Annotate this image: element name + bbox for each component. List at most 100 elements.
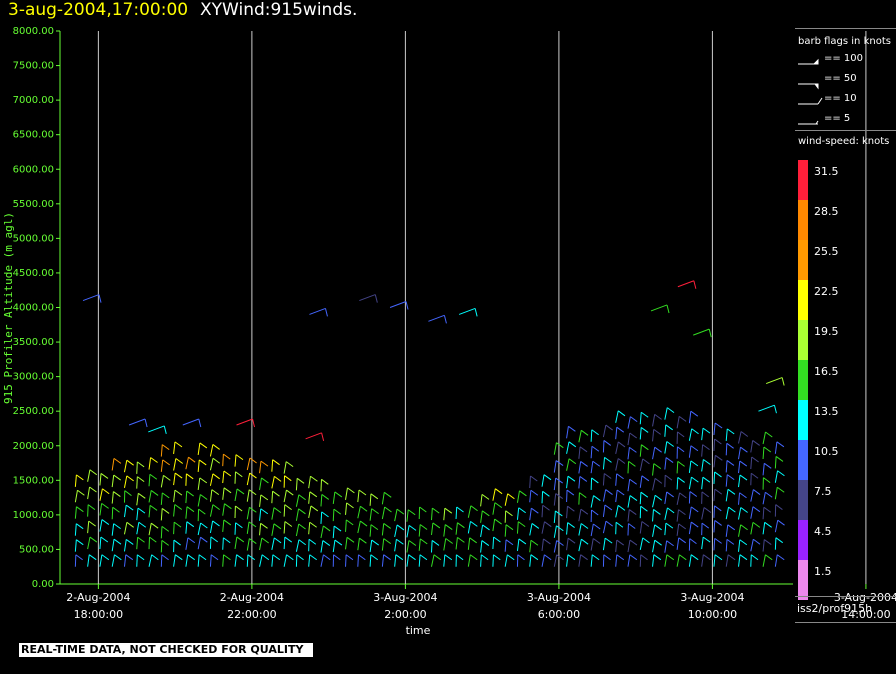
barb-staff [738,475,741,488]
barb-feather [274,475,282,482]
barb-feather [765,431,773,438]
barb-staff [234,522,237,535]
barb-feather [616,554,625,561]
barb-feather [76,506,84,513]
wind-barb [295,539,306,552]
barb-staff [590,461,594,474]
barb-feather [481,540,490,546]
wind-barb [627,478,637,492]
wind-barb [246,554,256,567]
wind-barb [664,441,675,454]
wind-barb [516,507,526,520]
barb-staff [467,554,471,567]
barb-feather [174,489,183,496]
wind-barb [123,554,134,567]
barb-feather [666,540,674,547]
barb-feather [763,477,771,484]
barb-feather [75,523,84,530]
wind-barb [308,505,319,519]
barb-feather [469,537,477,544]
barb-feather [628,509,637,515]
wind-barb [222,519,232,532]
barb-feather [113,474,121,481]
barb-feather [186,490,194,497]
barb-staff [529,508,532,521]
wind-barb [136,507,146,521]
colorbar-swatch [798,400,808,440]
barb-feather [77,489,85,496]
wind-barb [320,478,329,492]
barb-staff [676,477,679,490]
barb-staff [713,489,716,502]
barb-staff [148,554,153,567]
barb-feather [161,554,169,561]
wind-barb [209,457,221,471]
wind-barb [443,524,453,537]
wind-barb [160,444,170,457]
wind-barb [590,477,599,490]
x-tick-label-date: 3-Aug-2004 [834,591,896,604]
barb-feather [358,489,367,496]
barb-staff [676,461,679,474]
wind-barb [209,554,219,567]
colorbar-swatch [798,520,808,560]
wind-barb [74,539,84,552]
wind-barb [209,520,220,534]
wind-barbs [74,280,785,567]
barb-feather [665,522,674,529]
barb-staff [87,554,90,567]
barb-staff [99,473,102,486]
wind-barb [676,523,687,536]
barb-staff [774,487,778,500]
wind-barb [394,508,405,522]
barb-staff [160,475,164,488]
wind-barb [430,540,440,553]
wind-barb [123,490,132,503]
barb-staff [87,486,91,500]
barb-staff [688,521,692,535]
barb-feather [444,507,453,514]
barb-staff [492,488,496,501]
barb-staff [541,521,545,534]
barb-feather [249,506,257,513]
wind-barb [443,538,453,551]
wind-barb [701,491,710,504]
wind-barb [578,508,589,522]
barb-feather [702,476,711,483]
barb-staff [676,537,680,550]
wind-barb [652,509,661,522]
wind-barb [259,537,269,551]
barb-staff [345,537,348,550]
barb-feather [298,539,306,546]
barb-feather [654,494,663,501]
barb-feather [568,458,577,465]
barb-feather [653,463,662,470]
barb-staff [602,489,607,502]
barb-feather [396,524,405,531]
barb-staff [504,539,507,552]
barb-staff [99,554,103,567]
barb-feather [591,429,599,436]
wind-barb [529,554,539,567]
barb-feather [125,504,134,511]
barb-feather [298,523,306,530]
wind-barb [688,521,699,535]
barb-feather [776,554,785,561]
wind-barb [357,505,368,519]
barb-feather [714,554,723,561]
wind-barb [750,489,761,502]
barb-feather [693,280,697,289]
barb-staff [148,425,165,433]
barb-staff [369,539,373,553]
barb-feather [641,475,650,482]
barb-staff [602,521,607,534]
wind-barb [664,474,673,488]
barb-staff [615,540,618,553]
barb-staff [406,525,410,538]
wind-barb [82,294,102,303]
wind-barb [259,508,269,521]
barb-feather [261,477,269,484]
barb-staff [123,505,127,518]
barb-feather [284,504,292,511]
colorbar-swatch [798,440,808,480]
